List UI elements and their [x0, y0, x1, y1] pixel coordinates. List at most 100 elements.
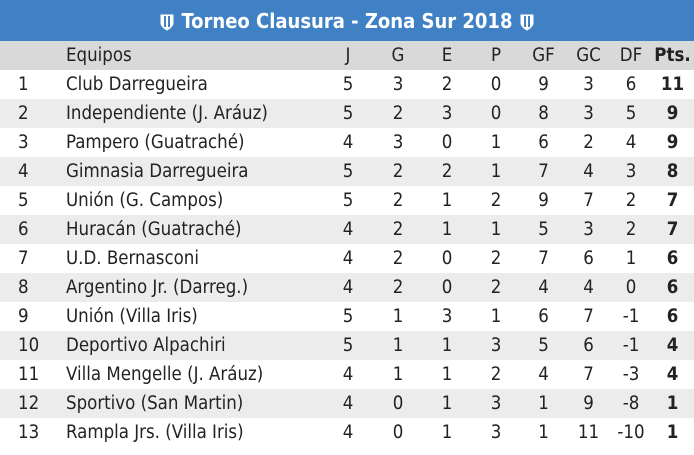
table-row: 3 Pampero (Guatraché) 4 3 0 1 6 2 4 9: [0, 128, 694, 157]
goal-difference-cell: -8: [622, 393, 640, 414]
goal-difference-cell: -3: [622, 364, 640, 385]
drawn-cell: 0: [441, 277, 453, 298]
table-row: 9 Unión (Villa Iris) 5 1 3 1 6 7 -1 6: [0, 302, 694, 331]
goals-against-cell: 3: [583, 74, 594, 95]
won-cell: 2: [392, 161, 404, 182]
team-name-cell: Club Darregueira: [66, 74, 208, 95]
team-name-cell: Huracán (Guatraché): [66, 219, 242, 240]
goal-difference-cell: 0: [625, 277, 637, 298]
goals-for-cell: 5: [538, 219, 549, 240]
drawn-cell: 1: [441, 219, 453, 240]
goal-difference-cell: 2: [625, 219, 637, 240]
lost-cell: 2: [490, 190, 502, 211]
lost-cell: 1: [490, 132, 502, 153]
won-cell: 0: [392, 393, 404, 414]
position-cell: 7: [18, 248, 29, 269]
played-cell: 4: [342, 364, 354, 385]
goals-against-cell: 7: [583, 364, 594, 385]
table-header-row: Equipos J G E P GF GC DF Pts.: [0, 41, 694, 70]
goal-difference-cell: 2: [625, 190, 637, 211]
lost-cell: 3: [490, 422, 502, 443]
goals-for-cell: 8: [538, 103, 549, 124]
goals-for-cell: 9: [538, 190, 549, 211]
table-row: 10 Deportivo Alpachiri 5 1 1 3 5 6 -1 4: [0, 331, 694, 360]
points-cell: 4: [666, 335, 679, 356]
played-cell: 4: [342, 132, 354, 153]
won-cell: 2: [392, 190, 404, 211]
won-cell: 1: [392, 306, 404, 327]
goals-against-cell: 9: [583, 393, 594, 414]
goals-for-cell: 9: [538, 74, 549, 95]
goals-against-cell: 3: [583, 103, 594, 124]
table-row: 8 Argentino Jr. (Darreg.) 4 2 0 2 4 4 0 …: [0, 273, 694, 302]
position-cell: 8: [18, 277, 29, 298]
played-cell: 5: [342, 306, 354, 327]
position-cell: 9: [18, 306, 29, 327]
played-cell: 4: [342, 277, 354, 298]
points-cell: 4: [666, 364, 679, 385]
won-cell: 1: [392, 335, 404, 356]
position-cell: 12: [18, 393, 40, 414]
points-cell: 11: [660, 74, 685, 95]
column-header-goals-for: GF: [532, 45, 555, 66]
played-cell: 5: [342, 103, 354, 124]
goals-against-cell: 2: [583, 132, 594, 153]
played-cell: 5: [342, 190, 354, 211]
team-name-cell: Rampla Jrs. (Villa Iris): [66, 422, 244, 443]
table-row: 6 Huracán (Guatraché) 4 2 1 1 5 3 2 7: [0, 215, 694, 244]
column-header-drawn: E: [441, 45, 453, 66]
lost-cell: 1: [490, 161, 502, 182]
table-row: 7 U.D. Bernasconi 4 2 0 2 7 6 1 6: [0, 244, 694, 273]
goals-for-cell: 4: [538, 364, 549, 385]
table-row: 4 Gimnasia Darregueira 5 2 2 1 7 4 3 8: [0, 157, 694, 186]
lost-cell: 3: [490, 393, 502, 414]
lost-cell: 2: [490, 248, 502, 269]
column-header-goal-difference: DF: [619, 45, 643, 66]
table-row: 5 Unión (G. Campos) 5 2 1 2 9 7 2 7: [0, 186, 694, 215]
goals-for-cell: 6: [538, 306, 549, 327]
team-name-cell: Deportivo Alpachiri: [66, 335, 226, 356]
title-bar: Torneo Clausura - Zona Sur 2018: [0, 0, 694, 41]
points-cell: 9: [666, 132, 679, 153]
table-row: 1 Club Darregueira 5 3 2 0 9 3 6 11: [0, 70, 694, 99]
won-cell: 2: [392, 219, 404, 240]
standings-table: Equipos J G E P GF GC DF Pts. 1 Club Dar…: [0, 41, 694, 447]
table-row: 2 Independiente (J. Aráuz) 5 2 3 0 8 3 5…: [0, 99, 694, 128]
goals-against-cell: 7: [583, 190, 594, 211]
position-cell: 6: [18, 219, 29, 240]
goals-against-cell: 6: [583, 335, 594, 356]
table-row: 11 Villa Mengelle (J. Aráuz) 4 1 1 2 4 7…: [0, 360, 694, 389]
lost-cell: 1: [490, 306, 502, 327]
drawn-cell: 1: [441, 364, 453, 385]
goals-against-cell: 4: [583, 277, 594, 298]
column-header-team: Equipos: [66, 45, 132, 66]
played-cell: 4: [342, 422, 354, 443]
team-name-cell: Unión (G. Campos): [66, 190, 224, 211]
goal-difference-cell: 5: [625, 103, 637, 124]
points-cell: 8: [666, 161, 679, 182]
position-cell: 4: [18, 161, 29, 182]
lost-cell: 2: [490, 364, 502, 385]
played-cell: 5: [342, 161, 354, 182]
points-cell: 6: [666, 277, 679, 298]
won-cell: 2: [392, 103, 404, 124]
team-name-cell: Pampero (Guatraché): [66, 132, 245, 153]
team-name-cell: Sportivo (San Martin): [66, 393, 244, 414]
points-cell: 6: [666, 306, 679, 327]
lost-cell: 1: [490, 219, 502, 240]
points-cell: 1: [666, 422, 679, 443]
goal-difference-cell: 4: [625, 132, 637, 153]
position-cell: 13: [18, 422, 40, 443]
won-cell: 3: [392, 132, 404, 153]
drawn-cell: 1: [441, 190, 453, 211]
goals-for-cell: 1: [538, 393, 549, 414]
points-cell: 9: [666, 103, 679, 124]
played-cell: 5: [342, 335, 354, 356]
points-cell: 1: [666, 393, 679, 414]
column-header-position: [0, 41, 62, 70]
column-header-played: J: [345, 45, 351, 66]
team-name-cell: Independiente (J. Aráuz): [66, 103, 268, 124]
position-cell: 2: [18, 103, 29, 124]
position-cell: 1: [18, 74, 29, 95]
